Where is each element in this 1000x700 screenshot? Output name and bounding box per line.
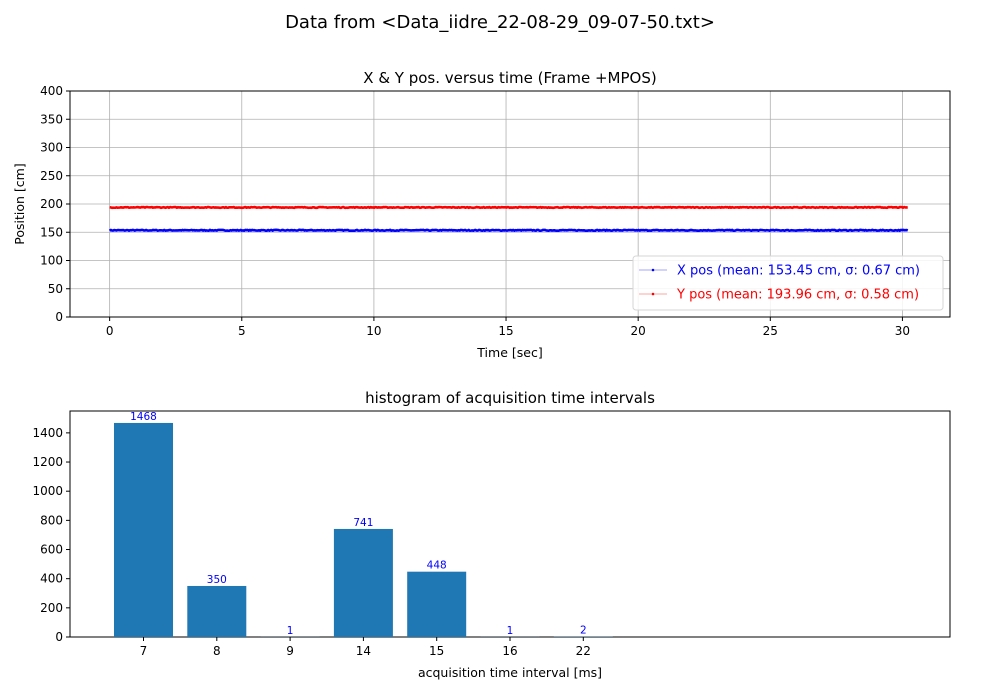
bar-8ms	[187, 585, 247, 637]
legend: X pos (mean: 153.45 cm, σ: 0.67 cm) Y pos…	[632, 255, 944, 311]
legend-x-pos: X pos (mean: 153.45 cm, σ: 0.67 cm)	[677, 264, 920, 279]
x-pos-series-line	[108, 228, 909, 233]
x-tick-label: 22	[576, 644, 591, 658]
bar-14ms	[333, 528, 393, 637]
x-tick-label: 15	[429, 644, 444, 658]
y-tick-label: 250	[40, 169, 63, 183]
x-tick-label: 16	[502, 644, 517, 658]
bar-15ms	[407, 571, 467, 637]
y-tick-label: 800	[40, 513, 63, 527]
x-tick-label: 9	[286, 644, 294, 658]
x-tick-label: 25	[763, 324, 778, 338]
legend-marker	[651, 268, 655, 272]
bar-value-label: 741	[353, 517, 373, 529]
x-tick-label: 30	[895, 324, 910, 338]
chart-title: histogram of acquisition time intervals	[365, 389, 655, 407]
x-tick-label: 8	[213, 644, 221, 658]
bar-7ms	[114, 422, 173, 637]
x-axis-label: Time [sec]	[476, 345, 542, 360]
chart-title: X & Y pos. versus time (Frame +MPOS)	[363, 69, 656, 87]
bar-value-label: 350	[207, 574, 227, 586]
y-pos-series-line	[109, 205, 908, 210]
legend-box	[632, 255, 944, 311]
x-tick-label: 14	[356, 644, 371, 658]
y-axis-label: Position [cm]	[12, 163, 27, 244]
legend-y-pos: Y pos (mean: 193.96 cm, σ: 0.58 cm)	[676, 288, 919, 303]
x-tick-label: 10	[366, 324, 381, 338]
legend-marker	[651, 292, 655, 296]
y-tick-label: 350	[40, 112, 63, 126]
y-tick-label: 0	[55, 310, 63, 324]
y-tick-label: 400	[40, 572, 63, 586]
x-tick-label: 5	[238, 324, 246, 338]
histogram-chart: 1468735081974114448151162220200400600800…	[32, 389, 951, 680]
bar-value-label: 1	[287, 625, 294, 637]
x-tick-label: 0	[106, 324, 114, 338]
y-tick-label: 1200	[32, 455, 63, 469]
y-tick-label: 1000	[32, 484, 63, 498]
y-tick-label: 0	[55, 630, 63, 644]
x-tick-label: 20	[631, 324, 646, 338]
y-tick-label: 50	[48, 282, 63, 296]
y-tick-label: 300	[40, 141, 63, 155]
x-tick-label: 15	[498, 324, 513, 338]
y-tick-label: 400	[40, 84, 63, 98]
y-tick-label: 200	[40, 601, 63, 615]
y-tick-label: 1400	[32, 426, 63, 440]
y-tick-label: 100	[40, 254, 63, 268]
bar-value-label: 448	[427, 560, 447, 572]
x-tick-label: 7	[140, 644, 148, 658]
y-tick-label: 600	[40, 543, 63, 557]
figure-title: Data from <Data_iidre_22-08-29_09-07-50.…	[285, 12, 715, 33]
x-axis-label: acquisition time interval [ms]	[418, 665, 602, 680]
y-tick-label: 200	[40, 197, 63, 211]
bar-value-label: 2	[580, 625, 587, 637]
bar-value-label: 1468	[130, 411, 157, 423]
bar-value-label: 1	[507, 625, 514, 637]
y-tick-label: 150	[40, 225, 63, 239]
